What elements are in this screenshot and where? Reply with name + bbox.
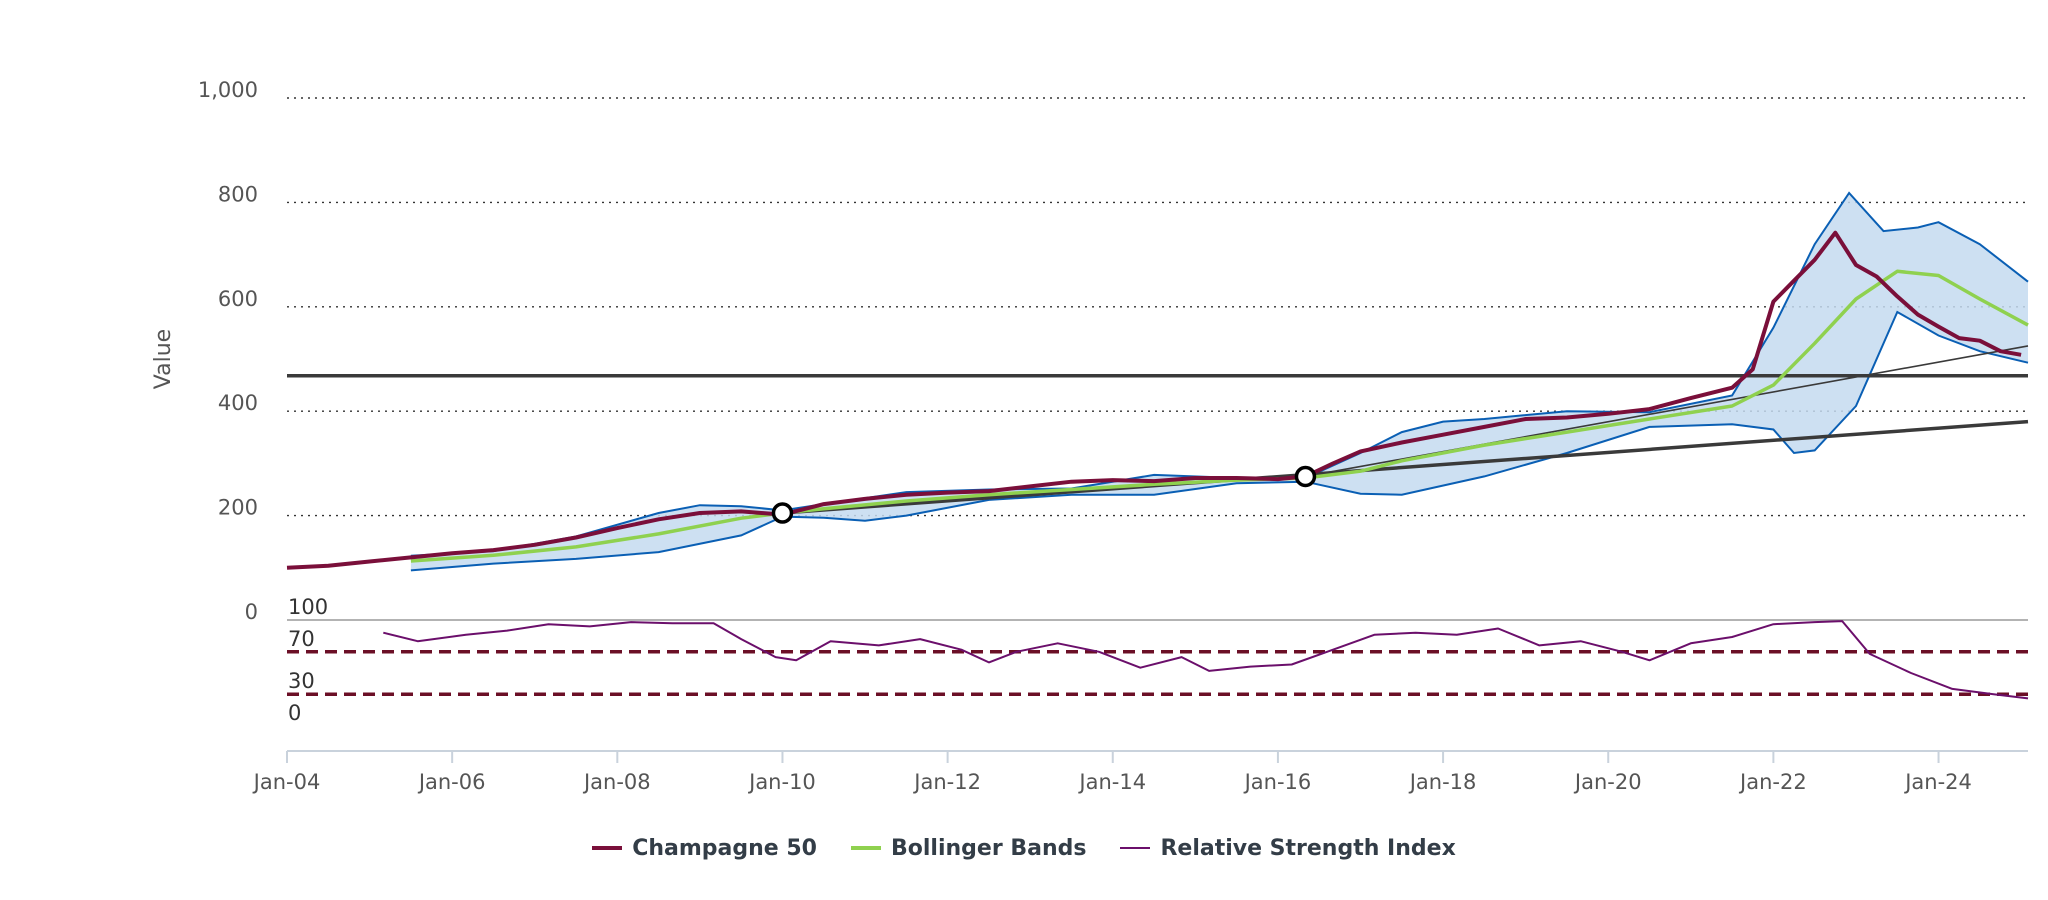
rsi-panel: 100 70 30 0 bbox=[287, 595, 2029, 725]
rsi-level-label: 70 bbox=[288, 627, 315, 651]
rsi-line bbox=[383, 620, 2029, 700]
legend-item-rsi[interactable]: Relative Strength Index bbox=[1120, 835, 1456, 861]
axis-labels: 0 200 400 600 800 1,000 Jan-04 Jan-06 Jan-08 Jan-… bbox=[198, 78, 1972, 794]
legend: Champagne 50 Bollinger Bands Relative St… bbox=[0, 828, 2048, 868]
x-tick-label: Jan-24 bbox=[1903, 770, 1972, 794]
x-tick-label: Jan-22 bbox=[1738, 770, 1807, 794]
marker-point bbox=[771, 502, 794, 524]
legend-label-rsi: Relative Strength Index bbox=[1160, 835, 1456, 861]
y-tick-label: 800 bbox=[218, 182, 258, 206]
bollinger-band-fill bbox=[410, 193, 2028, 571]
x-tick-label: Jan-10 bbox=[747, 770, 816, 794]
bollinger-band-area bbox=[410, 191, 2029, 572]
legend-label-bollinger: Bollinger Bands bbox=[890, 835, 1087, 861]
y-tick-label: 400 bbox=[218, 391, 258, 415]
bollinger-lower-line bbox=[410, 310, 2029, 572]
y-tick-label: 1,000 bbox=[198, 78, 258, 102]
legend-label-champagne: Champagne 50 bbox=[632, 835, 817, 861]
y-axis-title: Value bbox=[151, 329, 176, 389]
x-tick-label: Jan-12 bbox=[912, 770, 981, 794]
grid-lines bbox=[287, 97, 2028, 517]
x-tick-label: Jan-14 bbox=[1077, 770, 1146, 794]
legend-swatch-rsi bbox=[1120, 847, 1151, 849]
y-tick-label: 600 bbox=[218, 287, 258, 311]
x-axis bbox=[286, 750, 2028, 763]
trendline-2 bbox=[782, 419, 2029, 515]
legend-swatch-bollinger bbox=[850, 846, 881, 850]
marker-point bbox=[1294, 465, 1317, 488]
x-tick-label: Jan-04 bbox=[252, 770, 321, 794]
x-tick-label: Jan-16 bbox=[1243, 770, 1312, 794]
legend-swatch-champagne bbox=[592, 846, 623, 850]
rsi-level-label: 0 bbox=[288, 701, 301, 725]
x-tick-label: Jan-18 bbox=[1408, 770, 1477, 794]
x-tick-label: Jan-06 bbox=[417, 770, 486, 794]
rsi-level-label: 100 bbox=[288, 595, 328, 619]
rsi-level-label: 30 bbox=[288, 669, 315, 693]
legend-item-bollinger[interactable]: Bollinger Bands bbox=[850, 835, 1087, 861]
y-tick-label: 0 bbox=[245, 600, 258, 624]
x-tick-label: Jan-08 bbox=[582, 770, 651, 794]
y-tick-label: 200 bbox=[218, 496, 258, 520]
legend-item-champagne[interactable]: Champagne 50 bbox=[592, 836, 817, 861]
x-tick-label: Jan-20 bbox=[1573, 770, 1642, 794]
bollinger-middle-line bbox=[410, 269, 2029, 563]
markers bbox=[771, 465, 1317, 524]
